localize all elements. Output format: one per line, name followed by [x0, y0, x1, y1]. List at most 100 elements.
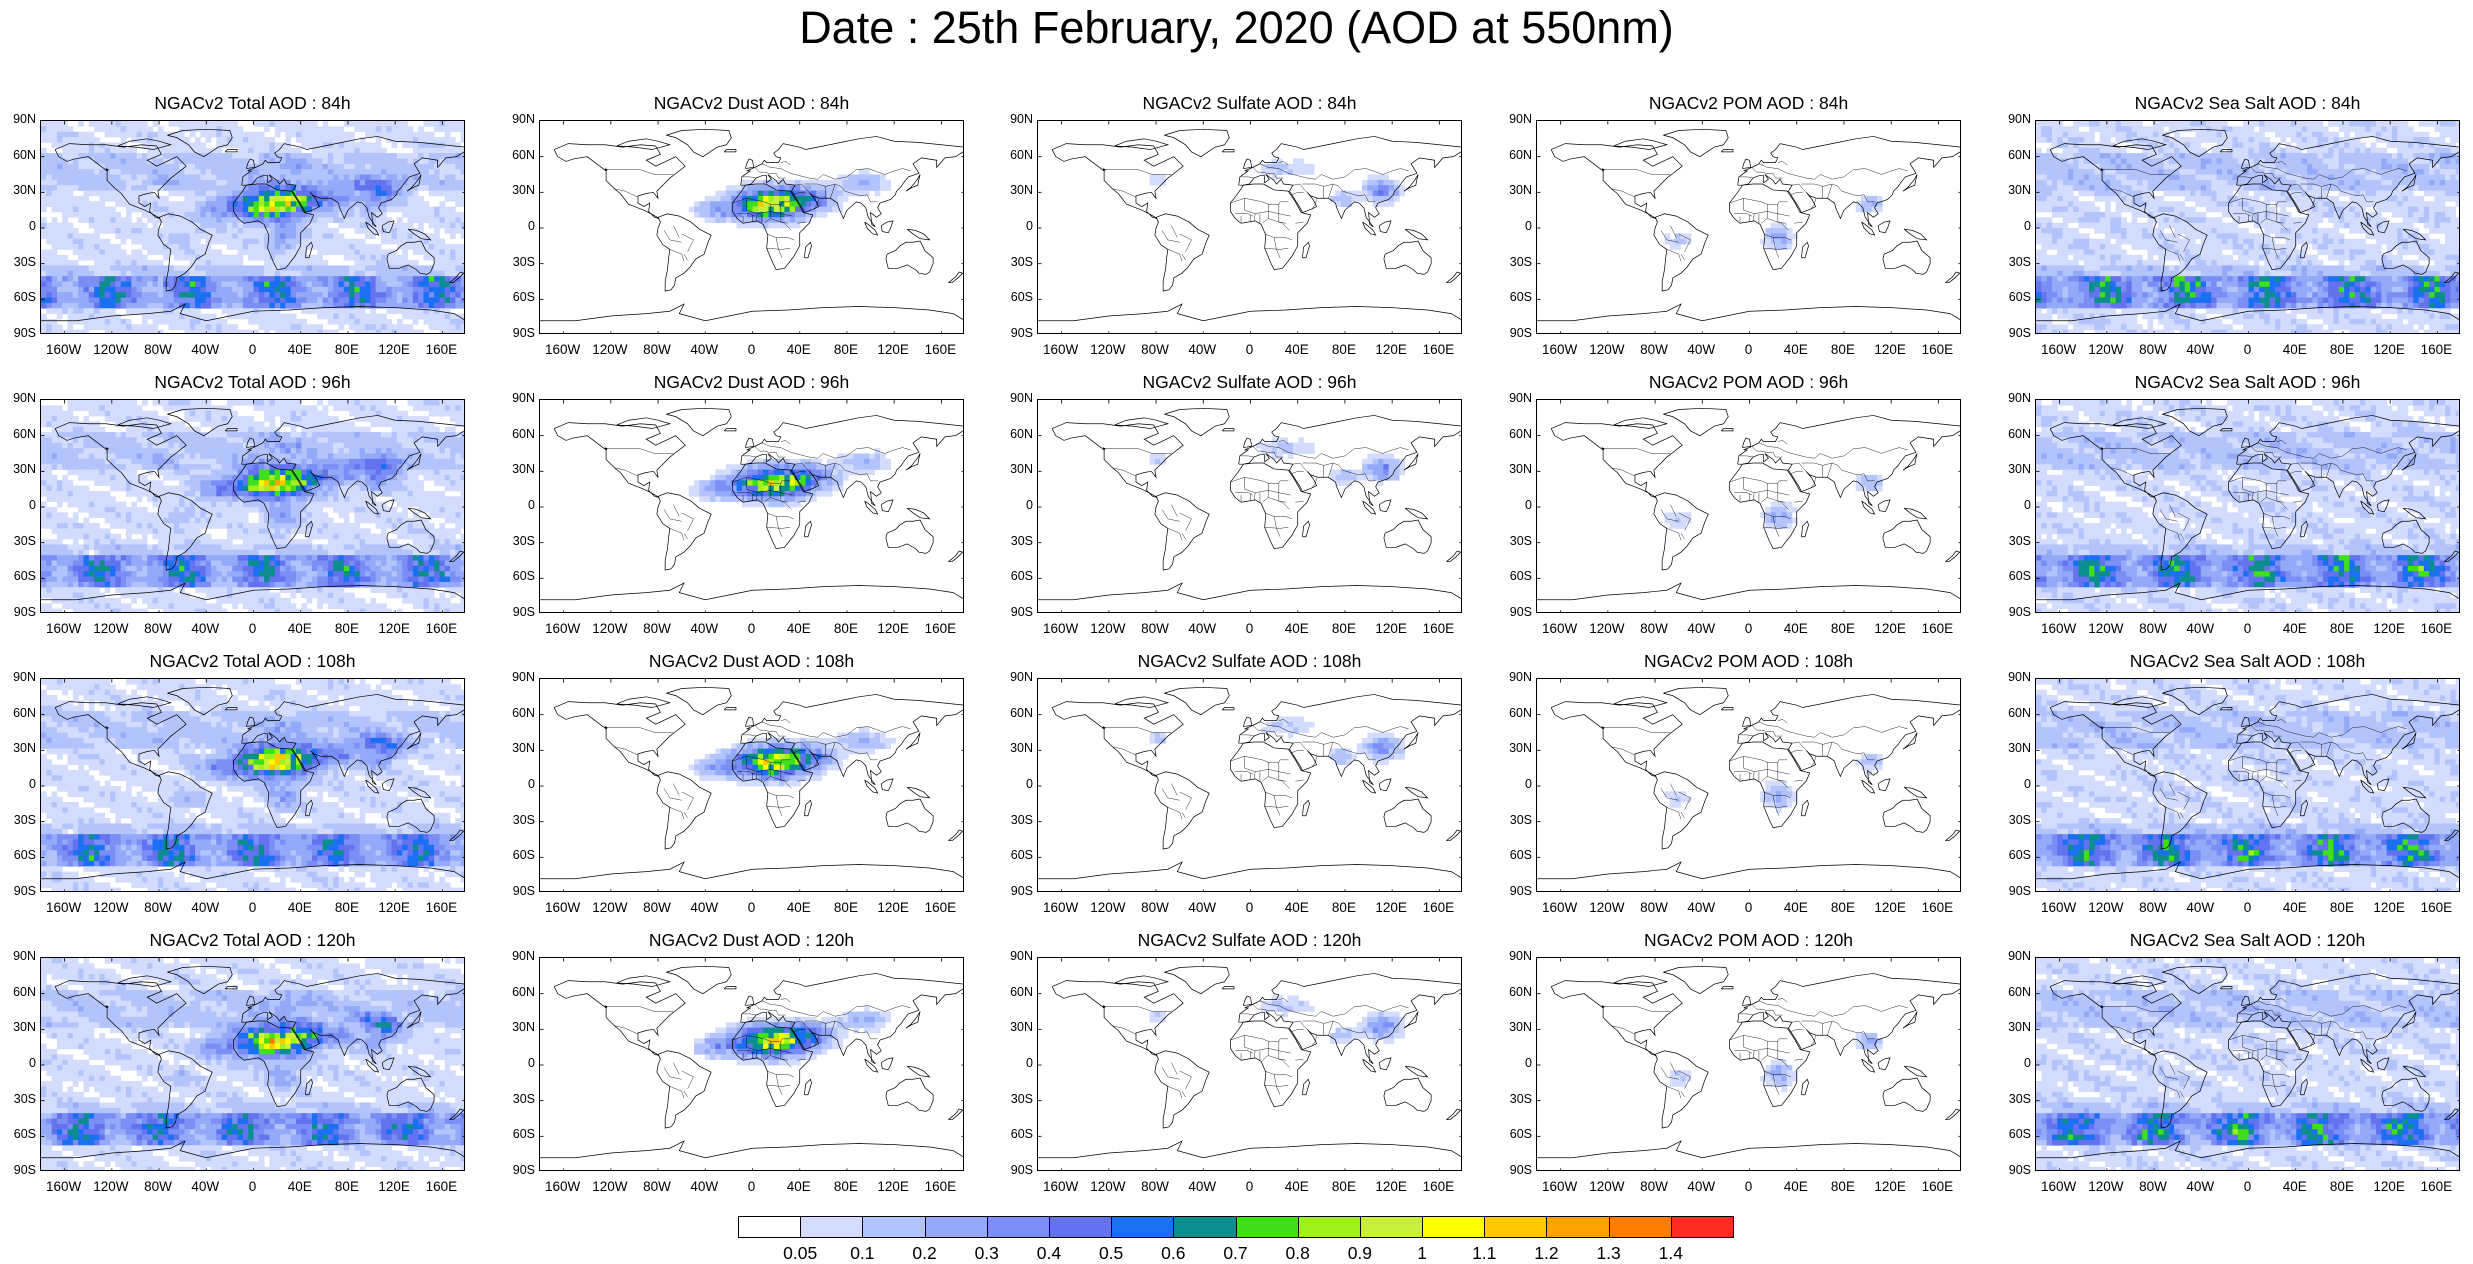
colorbar-swatch	[987, 1216, 1050, 1238]
lat-tick-label: 60N	[499, 148, 535, 162]
lon-tick-label: 0	[2223, 900, 2273, 915]
lon-tick-label: 80E	[322, 1179, 372, 1194]
lat-tick-label: 30S	[997, 1092, 1033, 1106]
lat-tick-label: 60N	[997, 148, 1033, 162]
lon-tick-label: 160W	[39, 900, 89, 915]
colorbar-swatch	[1298, 1216, 1361, 1238]
lon-tick-label: 160W	[538, 900, 588, 915]
colorbar-swatch	[1173, 1216, 1236, 1238]
panel-title: NGACv2 POM AOD : 120h	[1536, 930, 1961, 951]
aod-map-dust-96h	[539, 399, 964, 613]
lat-tick-label: 30N	[0, 1020, 36, 1034]
aod-map-pom-108h	[1536, 678, 1961, 892]
lon-tick-label: 80E	[2317, 621, 2367, 636]
lat-tick-label: 60N	[997, 427, 1033, 441]
panel-title: NGACv2 Dust AOD : 96h	[539, 372, 964, 393]
lat-tick-label: 60S	[997, 1127, 1033, 1141]
lon-tick-label: 120E	[369, 621, 419, 636]
lon-tick-label: 120E	[1366, 1179, 1416, 1194]
lon-tick-label: 80W	[133, 342, 183, 357]
lon-tick-label: 120W	[585, 1179, 635, 1194]
panel-title: NGACv2 Sulfate AOD : 84h	[1037, 93, 1462, 114]
lat-tick-label: 60N	[499, 985, 535, 999]
lon-tick-label: 160W	[39, 1179, 89, 1194]
lon-tick-label: 120E	[1865, 621, 1915, 636]
lon-tick-label: 40E	[275, 621, 325, 636]
lon-tick-label: 160E	[2411, 900, 2461, 915]
lat-tick-label: 90S	[997, 884, 1033, 898]
lon-tick-label: 160W	[1535, 900, 1585, 915]
lon-tick-label: 0	[727, 1179, 777, 1194]
aod-map-pom-96h	[1536, 399, 1961, 613]
lat-tick-label: 30S	[997, 534, 1033, 548]
lon-tick-label: 120E	[868, 1179, 918, 1194]
lon-tick-label: 40W	[1676, 342, 1726, 357]
lon-tick-label: 40W	[1177, 900, 1227, 915]
colorbar-swatch	[1236, 1216, 1299, 1238]
lon-tick-label: 120W	[2081, 342, 2131, 357]
lat-tick-label: 90S	[1496, 605, 1532, 619]
coastlines	[1038, 129, 1462, 320]
lat-tick-label: 30N	[1496, 741, 1532, 755]
lon-tick-label: 80W	[632, 900, 682, 915]
lat-tick-label: 30N	[1995, 183, 2031, 197]
lat-tick-label: 90S	[0, 884, 36, 898]
lat-tick-label: 60S	[1995, 290, 2031, 304]
lon-tick-label: 80W	[1130, 342, 1180, 357]
lat-tick-label: 0	[499, 1056, 535, 1070]
lon-tick-label: 160E	[915, 1179, 965, 1194]
lon-tick-label: 160W	[2034, 342, 2084, 357]
lat-tick-label: 0	[1995, 498, 2031, 512]
lat-tick-label: 90S	[1995, 605, 2031, 619]
lon-tick-label: 40E	[275, 342, 325, 357]
coastlines	[1038, 408, 1462, 599]
colorbar-swatch	[1360, 1216, 1423, 1238]
lat-tick-label: 60S	[1995, 569, 2031, 583]
lon-tick-label: 120W	[86, 621, 136, 636]
lat-tick-label: 90S	[0, 326, 36, 340]
lon-tick-label: 120E	[369, 1179, 419, 1194]
lon-tick-label: 160W	[2034, 621, 2084, 636]
colorbar-swatch	[1049, 1216, 1112, 1238]
lon-tick-label: 80E	[1319, 342, 1369, 357]
lat-tick-label: 90N	[997, 949, 1033, 963]
lon-tick-label: 0	[727, 900, 777, 915]
panel-title: NGACv2 Sulfate AOD : 108h	[1037, 651, 1462, 672]
lat-tick-label: 90S	[499, 1163, 535, 1177]
lat-tick-label: 30S	[1496, 1092, 1532, 1106]
lat-tick-label: 0	[997, 219, 1033, 233]
colorbar-swatch	[862, 1216, 925, 1238]
lat-tick-label: 90N	[0, 949, 36, 963]
lon-tick-label: 80E	[1319, 621, 1369, 636]
colorbar	[738, 1216, 1733, 1238]
lon-tick-label: 0	[228, 342, 278, 357]
lon-tick-label: 40W	[1177, 1179, 1227, 1194]
lon-tick-label: 80W	[632, 621, 682, 636]
lon-tick-label: 160E	[915, 342, 965, 357]
lat-tick-label: 60N	[0, 706, 36, 720]
lat-tick-label: 30N	[997, 462, 1033, 476]
lon-tick-label: 120W	[86, 342, 136, 357]
aod-map-seasalt-108h	[2035, 678, 2460, 892]
lat-tick-label: 0	[1496, 777, 1532, 791]
lat-tick-label: 30S	[997, 813, 1033, 827]
lon-tick-label: 120E	[369, 900, 419, 915]
lat-tick-label: 0	[0, 1056, 36, 1070]
lat-tick-label: 60N	[997, 706, 1033, 720]
lon-tick-label: 160W	[2034, 1179, 2084, 1194]
lat-tick-label: 30S	[499, 1092, 535, 1106]
lon-tick-label: 40E	[2270, 621, 2320, 636]
lon-tick-label: 40W	[180, 1179, 230, 1194]
lat-tick-label: 90S	[1995, 326, 2031, 340]
lat-tick-label: 30S	[1496, 255, 1532, 269]
lat-tick-label: 60S	[499, 1127, 535, 1141]
coastlines	[1537, 129, 1961, 320]
coastlines	[1038, 687, 1462, 878]
lat-tick-label: 30S	[1995, 813, 2031, 827]
lon-tick-label: 120E	[1366, 900, 1416, 915]
lat-tick-label: 60S	[0, 569, 36, 583]
lon-tick-label: 0	[1225, 621, 1275, 636]
aod-map-sulfate-108h	[1037, 678, 1462, 892]
lon-tick-label: 80E	[1818, 1179, 1868, 1194]
lon-tick-label: 160E	[1413, 1179, 1463, 1194]
